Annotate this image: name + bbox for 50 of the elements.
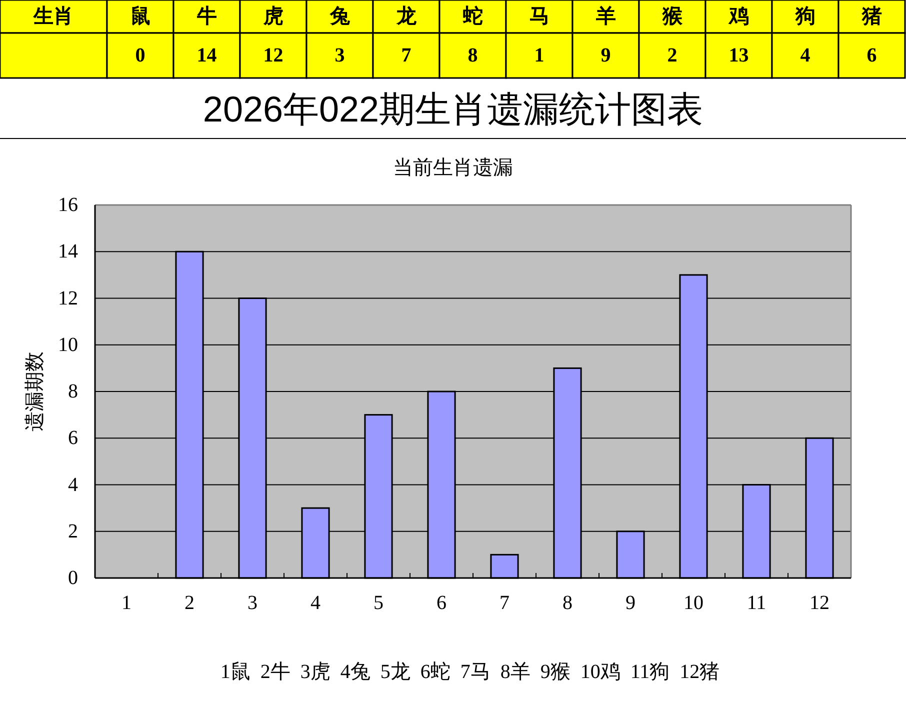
category-label: 鼠 [130,6,150,28]
category-label: 虎 [262,6,284,28]
category-label: 鸡 [728,6,749,28]
category-label: 龙 [395,6,418,28]
y-tick-label: 4 [68,474,78,496]
x-tick-label: 2 [184,592,194,614]
x-tick-label: 8 [562,592,572,614]
category-label: 猴 [661,6,684,28]
y-tick-label: 14 [58,240,78,263]
data-label: 0 [135,44,146,66]
category-label: 兔 [328,6,351,28]
x-tick-label: 6 [436,592,446,614]
data-label: 2 [667,44,678,66]
text: 1鼠 2牛 3虎 4兔 5龙 6蛇 7马 8羊 9猴 10鸡 11狗 12猪 [220,661,720,683]
category-label: 牛 [196,6,217,28]
x-tick-label: 1 [122,592,132,614]
category-label: 蛇 [462,6,483,28]
x-tick-label: 12 [810,592,830,614]
x-tick-label: 5 [374,592,384,614]
data-label: 9 [600,44,611,66]
x-tick-label: 4 [310,592,320,614]
data-label: 12 [263,44,284,66]
data-label: 14 [196,44,217,66]
chart-title: 2026年022期生肖遗漏统计图表 [202,88,704,130]
data-label: 3 [334,44,345,66]
chart-subtitle: 当前生肖遗漏 [393,157,513,179]
data-label: 1 [534,44,544,66]
x-tick-label: 9 [626,592,636,614]
y-tick-label: 10 [58,334,78,356]
y-axis-title: 遗漏期数 [24,352,46,432]
data-label: 4 [800,44,810,66]
data-label: 7 [401,44,412,66]
text: 生肖 [32,6,74,28]
x-tick-label: 11 [746,592,766,614]
data-label: 13 [728,44,749,66]
y-tick-label: 6 [68,427,78,450]
y-tick-label: 0 [68,567,78,589]
y-tick-label: 2 [68,520,78,542]
x-tick-label: 7 [500,592,510,614]
data-label: 6 [866,44,877,66]
y-tick-label: 16 [58,194,78,216]
category-label: 马 [529,6,550,28]
category-label: 狗 [794,6,816,28]
category-label: 羊 [594,6,616,28]
x-tick-label: 10 [684,592,704,614]
category-label: 猪 [860,6,882,28]
y-tick-label: 8 [68,380,78,402]
y-tick-label: 12 [58,287,78,310]
data-label: 8 [468,44,478,66]
x-tick-label: 3 [248,592,258,614]
